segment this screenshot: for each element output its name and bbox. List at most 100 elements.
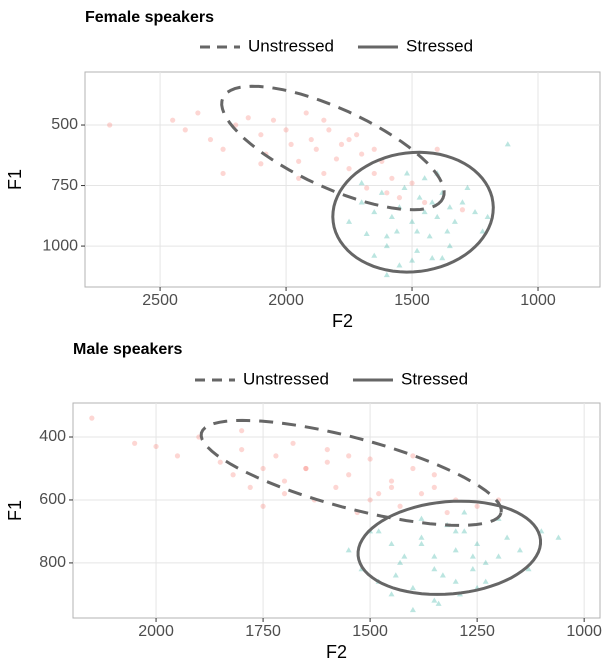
- point: [418, 515, 425, 521]
- point: [220, 146, 226, 152]
- point: [397, 559, 404, 565]
- point: [409, 218, 416, 224]
- point: [346, 218, 353, 224]
- point: [409, 180, 415, 186]
- point: [338, 141, 345, 147]
- point: [396, 195, 403, 201]
- point: [383, 271, 390, 278]
- point: [422, 199, 428, 206]
- point: [303, 110, 309, 116]
- point: [345, 547, 352, 553]
- ellipse: [356, 499, 542, 596]
- point: [444, 228, 451, 234]
- point: [388, 478, 395, 484]
- point: [388, 213, 395, 220]
- plot-background: [72, 402, 601, 619]
- legend-label: Stressed: [401, 369, 468, 388]
- point: [446, 204, 453, 210]
- point: [504, 534, 511, 540]
- point: [401, 184, 408, 190]
- point: [388, 591, 395, 597]
- point: [258, 161, 264, 167]
- point: [371, 146, 377, 152]
- point: [431, 597, 438, 603]
- point: [439, 254, 446, 261]
- point: [446, 242, 453, 249]
- point: [324, 459, 330, 465]
- point: [452, 547, 459, 553]
- point: [418, 534, 425, 540]
- point: [429, 199, 436, 205]
- point: [326, 127, 332, 133]
- point: [464, 184, 471, 190]
- point: [367, 456, 373, 462]
- point: [303, 465, 309, 472]
- point: [371, 208, 378, 215]
- point: [469, 566, 476, 572]
- point: [396, 262, 403, 268]
- point: [389, 175, 395, 181]
- chart-title: Male speakers: [73, 341, 183, 358]
- point: [308, 136, 314, 143]
- point: [525, 566, 532, 572]
- y-tick-label: 1000: [42, 237, 78, 254]
- y-axis-label: F1: [5, 169, 25, 190]
- x-tick-label: 1500: [394, 292, 430, 309]
- point: [516, 547, 523, 553]
- ellipse: [199, 418, 503, 527]
- point: [431, 566, 438, 572]
- point: [270, 117, 277, 123]
- y-tick-label: 600: [39, 491, 66, 508]
- point: [239, 446, 245, 453]
- point: [281, 478, 288, 484]
- point: [421, 175, 428, 181]
- point: [195, 110, 201, 116]
- ellipse: [220, 84, 446, 212]
- point: [239, 428, 245, 434]
- point: [217, 459, 223, 465]
- point: [359, 151, 365, 157]
- point: [461, 509, 468, 515]
- x-tick-label: 1500: [352, 623, 388, 640]
- point: [410, 465, 416, 472]
- x-tick-label: 2000: [268, 292, 304, 309]
- point: [367, 497, 373, 503]
- point: [346, 136, 352, 143]
- point: [444, 509, 450, 516]
- point: [107, 122, 113, 128]
- point: [459, 199, 466, 205]
- point: [383, 233, 390, 239]
- chart-title: Female speakers: [85, 9, 214, 26]
- point: [388, 484, 395, 490]
- x-tick-label: 2000: [138, 623, 174, 640]
- point: [421, 208, 428, 215]
- point: [290, 440, 296, 446]
- point: [409, 606, 416, 613]
- point: [153, 443, 159, 450]
- y-tick-label: 800: [39, 554, 66, 571]
- point: [371, 252, 378, 258]
- point: [220, 170, 226, 177]
- point: [182, 127, 188, 133]
- point: [414, 247, 421, 253]
- x-tick-label: 1250: [459, 623, 495, 640]
- point: [495, 553, 502, 559]
- point: [358, 179, 365, 186]
- point: [260, 503, 266, 509]
- point: [375, 528, 382, 534]
- point: [207, 136, 214, 143]
- point: [393, 228, 400, 234]
- point: [397, 503, 403, 509]
- point: [296, 175, 302, 181]
- point: [378, 189, 385, 195]
- point: [472, 208, 479, 215]
- point: [482, 578, 489, 584]
- plot-background: [84, 71, 601, 288]
- point: [354, 132, 360, 138]
- point: [409, 257, 416, 263]
- point: [358, 199, 365, 205]
- point: [283, 127, 289, 133]
- x-tick-label: 1000: [520, 292, 556, 309]
- point: [431, 553, 438, 559]
- point: [346, 472, 352, 478]
